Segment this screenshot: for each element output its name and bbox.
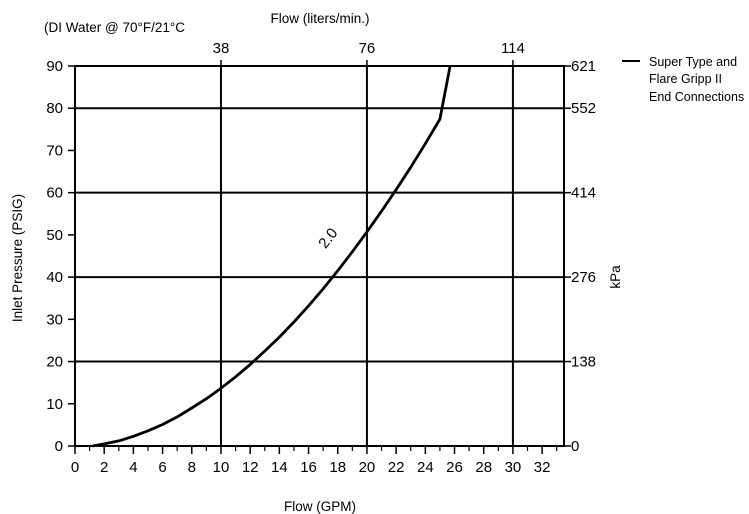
- y-tick-label: 0: [55, 438, 63, 455]
- x-tick-label: 18: [329, 459, 346, 476]
- right-tick-label: 276: [571, 269, 596, 286]
- series-label: 2.0: [315, 225, 341, 252]
- y-tick-label: 10: [46, 396, 63, 413]
- right-tick-label: 414: [571, 185, 596, 202]
- x-tick-label: 16: [300, 459, 317, 476]
- x-tick-label: 26: [446, 459, 463, 476]
- top-tick-label: 38: [213, 40, 230, 57]
- top-axis-ticks: 38 76 114: [213, 40, 525, 66]
- plot-frame: [74, 65, 565, 447]
- x-axis-title: Flow (GPM): [284, 499, 356, 514]
- legend: Super Type and Flare Gripp II End Connec…: [622, 55, 744, 104]
- top-axis-title: Flow (liters/min.): [270, 11, 369, 26]
- y-tick-label: 70: [46, 142, 63, 159]
- gridlines: [75, 65, 564, 446]
- x-tick-label: 22: [388, 459, 405, 476]
- x-tick-label: 20: [359, 459, 376, 476]
- legend-line-3: End Connections: [649, 90, 744, 104]
- right-tick-label: 138: [571, 354, 596, 371]
- y-tick-label: 50: [46, 227, 63, 244]
- x-tick-label: 10: [213, 459, 230, 476]
- chart-note: (DI Water @ 70°F/21°C: [44, 20, 185, 35]
- x-tick-label: 28: [475, 459, 492, 476]
- y-tick-label: 30: [46, 311, 63, 328]
- y-tick-label: 90: [46, 58, 63, 75]
- y-tick-label: 40: [46, 269, 63, 286]
- right-tick-label: 0: [571, 438, 579, 455]
- x-tick-label: 0: [71, 459, 79, 476]
- y-tick-label: 60: [46, 185, 63, 202]
- x-tick-label: 4: [129, 459, 137, 476]
- x-axis-ticks: 0 2 4 6 8 10 12 14 16 18 20 22 24 26 28 30 32: [71, 446, 558, 476]
- right-axis-title: kPa: [608, 265, 623, 289]
- x-tick-label: 2: [100, 459, 108, 476]
- legend-line-1: Super Type and: [649, 55, 737, 69]
- y-axis-title: Inlet Pressure (PSIG): [10, 194, 25, 322]
- x-tick-label: 32: [534, 459, 551, 476]
- y-axis-ticks: 0 10 20 30 40 50 60 70 80 90: [46, 58, 75, 455]
- x-tick-label: 24: [417, 459, 434, 476]
- right-tick-label: 621: [571, 58, 596, 75]
- series-line: [92, 65, 452, 448]
- series-group: 2.0: [92, 65, 452, 448]
- x-tick-label: 30: [505, 459, 522, 476]
- x-tick-label: 6: [158, 459, 166, 476]
- y-tick-label: 80: [46, 100, 63, 117]
- legend-line-2: Flare Gripp II: [649, 72, 722, 86]
- right-axis-ticks: 0 138 276 414 552 621: [564, 58, 596, 455]
- x-tick-label: 14: [271, 459, 288, 476]
- x-tick-label: 8: [188, 459, 196, 476]
- y-tick-label: 20: [46, 354, 63, 371]
- x-tick-label: 12: [242, 459, 259, 476]
- top-tick-label: 76: [359, 40, 376, 57]
- right-tick-label: 552: [571, 100, 596, 117]
- top-tick-label: 114: [501, 40, 525, 57]
